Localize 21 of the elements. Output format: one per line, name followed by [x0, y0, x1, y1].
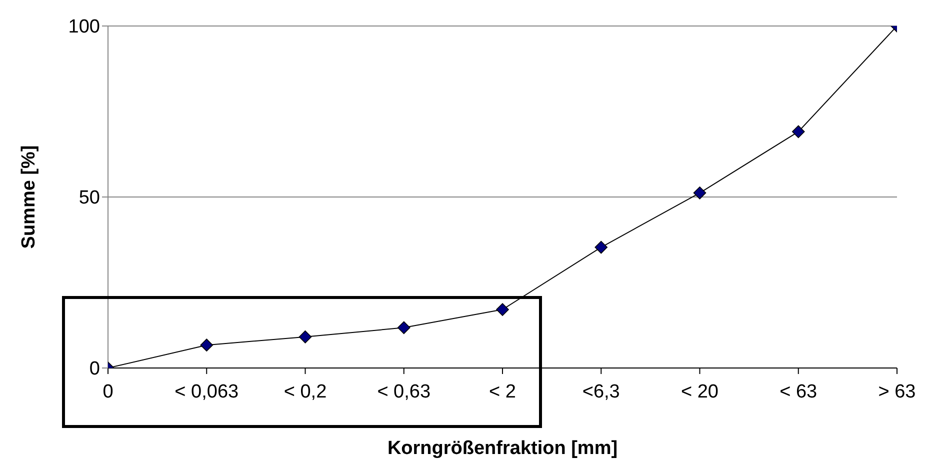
- point: [594, 240, 608, 254]
- point: [397, 321, 410, 334]
- x-tick-label: <6,3: [582, 381, 620, 402]
- y-axis-title: Summe [%]: [18, 145, 40, 249]
- y-tick-label: 100: [68, 16, 100, 38]
- point: [496, 303, 509, 316]
- point: [298, 330, 312, 344]
- x-tick-label: < 20: [680, 381, 719, 402]
- x-tick-label: < 0,2: [284, 381, 327, 402]
- x-tick-label: < 2: [489, 381, 516, 402]
- point: [200, 338, 214, 352]
- y-tick-label: 50: [78, 188, 100, 209]
- x-axis-title: Korngrößenfraktion [mm]: [387, 438, 618, 459]
- x-tick-label: < 63: [780, 381, 818, 402]
- x-tick-label: 0: [102, 381, 114, 402]
- x-tick-label: > 63: [878, 381, 916, 402]
- x-tick-label: < 0,063: [174, 381, 239, 402]
- point: [792, 125, 805, 138]
- x-tick-label: < 0,63: [377, 381, 431, 402]
- y-tick-label: 0: [89, 358, 100, 380]
- point: [693, 186, 706, 200]
